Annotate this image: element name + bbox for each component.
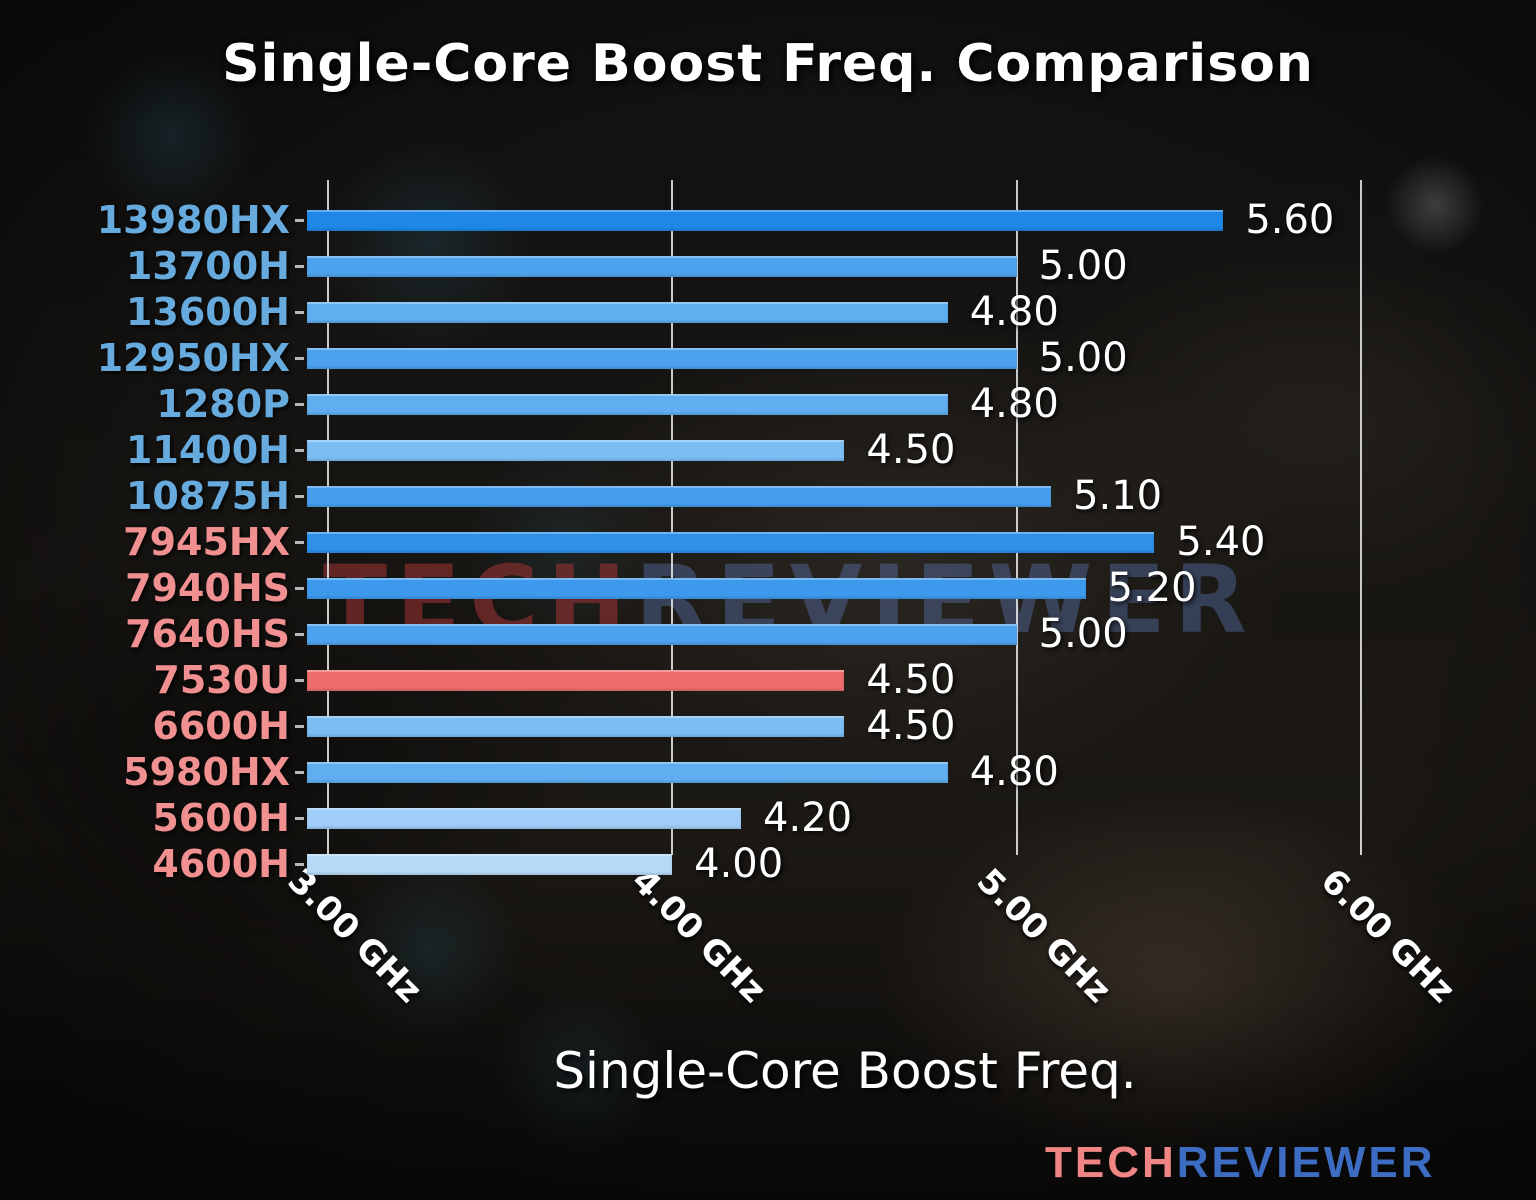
y-tick-mark	[295, 402, 304, 406]
chart-row: 7530U 4.50	[153, 657, 1430, 703]
bar	[307, 853, 673, 875]
chart-row: 13980HX 5.60	[97, 197, 1430, 243]
chart-row: 5980HX 4.80	[123, 749, 1430, 795]
category-label: 13980HX	[96, 198, 290, 242]
y-tick-mark	[295, 356, 304, 360]
y-tick-mark	[295, 448, 304, 452]
chart-row: 4600H 4.00	[152, 841, 1430, 887]
value-label: 4.20	[763, 795, 853, 841]
value-label: 5.10	[1073, 473, 1163, 519]
y-tick-mark	[295, 218, 304, 222]
bar	[307, 209, 1224, 231]
x-axis-title: Single-Core Boost Freq.	[553, 1042, 1137, 1100]
y-tick-mark	[295, 816, 304, 820]
category-label: 12950HX	[96, 336, 290, 380]
grid-line	[1360, 180, 1363, 845]
logo-tech: TECH	[1045, 1138, 1177, 1187]
chart-row: 12950HX 5.00	[97, 335, 1430, 381]
chart-row: 7940HS 5.20	[125, 565, 1430, 611]
grid-line	[671, 180, 674, 845]
value-label: 4.50	[866, 703, 956, 749]
bar	[307, 393, 948, 415]
bar	[307, 715, 845, 737]
value-label: 5.00	[1038, 611, 1128, 657]
chart-title: Single-Core Boost Freq. Comparison	[222, 34, 1314, 94]
value-label: 5.40	[1176, 519, 1266, 565]
category-label: 13700H	[125, 244, 290, 288]
bar	[307, 807, 742, 829]
chart-row: 7640HS 5.00	[125, 611, 1430, 657]
value-label: 4.80	[969, 749, 1059, 795]
bar	[307, 761, 948, 783]
category-label: 6600H	[152, 704, 290, 748]
chart-row: 6600H 4.50	[152, 703, 1430, 749]
value-label: 4.50	[866, 657, 956, 703]
y-tick-mark	[295, 586, 304, 590]
y-tick-mark	[295, 310, 304, 314]
plot-area: TECHREVIEWER 3.00 GHz 4.00 GHz 5.00 GHz 6.0…	[97, 180, 1463, 1011]
bar	[307, 531, 1155, 553]
chart-row: 1280P 4.80	[156, 381, 1430, 427]
bar	[307, 669, 845, 691]
chart-row: 11400H 4.50	[126, 427, 1430, 473]
y-tick-mark	[295, 632, 304, 636]
bar	[307, 577, 1086, 599]
category-label: 7940HS	[125, 566, 290, 610]
category-label: 7530U	[153, 658, 290, 702]
x-tick-mark	[326, 845, 329, 855]
y-tick-mark	[295, 540, 304, 544]
bar-rows: 13980HX 5.60 13700H 5.00 13600H 4.80 129…	[97, 197, 1430, 887]
x-tick-mark	[1360, 845, 1363, 855]
chart-row: 5600H 4.20	[152, 795, 1430, 841]
value-label: 4.80	[969, 381, 1059, 427]
logo-reviewer: REVIEWER	[1176, 1138, 1436, 1187]
gridlines: 3.00 GHz 4.00 GHz 5.00 GHz 6.00 GHz	[279, 180, 1463, 1011]
category-label: 5600H	[152, 796, 290, 840]
x-tick-mark	[671, 845, 674, 855]
value-label: 4.80	[969, 289, 1059, 335]
value-label: 5.00	[1038, 243, 1128, 289]
value-label: 5.20	[1107, 565, 1197, 611]
category-label: 11400H	[125, 428, 290, 472]
y-tick-mark	[295, 862, 304, 866]
x-tick-mark	[1015, 845, 1018, 855]
y-tick-mark	[295, 494, 304, 498]
category-label: 4600H	[152, 842, 290, 886]
category-label: 13600H	[125, 290, 290, 334]
category-label: 7640HS	[125, 612, 290, 656]
y-tick-mark	[295, 724, 304, 728]
category-label: 1280P	[156, 382, 290, 426]
value-label: 5.60	[1245, 197, 1335, 243]
bar	[307, 301, 948, 323]
chart-row: 13700H 5.00	[126, 243, 1430, 289]
y-tick-mark	[295, 264, 304, 268]
bar	[307, 255, 1017, 277]
category-label: 5980HX	[123, 750, 290, 794]
value-label: 4.50	[866, 427, 956, 473]
value-label: 4.00	[694, 841, 784, 887]
value-label: 5.00	[1038, 335, 1128, 381]
chart-row: 13600H 4.80	[126, 289, 1430, 335]
techreviewer-logo: TECHREVIEWER	[1045, 1138, 1435, 1188]
category-label: 10875H	[125, 474, 290, 518]
grid-line	[326, 180, 329, 845]
bar	[307, 623, 1017, 645]
chart-row: 7945HX 5.40	[123, 519, 1430, 565]
bar	[307, 347, 1017, 369]
bar	[307, 439, 845, 461]
category-label: 7945HX	[123, 520, 290, 564]
bar	[307, 485, 1052, 507]
y-tick-mark	[295, 770, 304, 774]
grid-line	[1015, 180, 1018, 845]
chart-row: 10875H 5.10	[126, 473, 1430, 519]
y-tick-mark	[295, 678, 304, 682]
